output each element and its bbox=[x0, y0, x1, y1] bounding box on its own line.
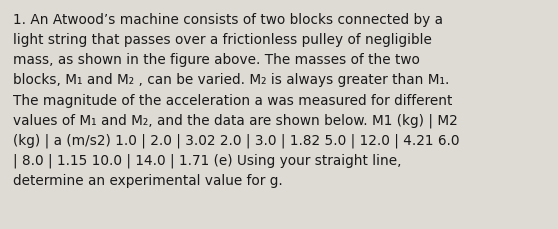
Text: The magnitude of the acceleration a was measured for different: The magnitude of the acceleration a was … bbox=[13, 93, 453, 107]
Text: light string that passes over a frictionless pulley of negligible: light string that passes over a friction… bbox=[13, 33, 432, 47]
Text: (kg) | a (m/s2) 1.0 | 2.0 | 3.02 2.0 | 3.0 | 1.82 5.0 | 12.0 | 4.21 6.0: (kg) | a (m/s2) 1.0 | 2.0 | 3.02 2.0 | 3… bbox=[13, 133, 459, 148]
Text: blocks, M₁ and M₂ , can be varied. M₂ is always greater than M₁.: blocks, M₁ and M₂ , can be varied. M₂ is… bbox=[13, 73, 449, 87]
Text: values of M₁ and M₂, and the data are shown below. M1 (kg) | M2: values of M₁ and M₂, and the data are sh… bbox=[13, 113, 458, 128]
Text: mass, as shown in the figure above. The masses of the two: mass, as shown in the figure above. The … bbox=[13, 53, 420, 67]
Text: 1. An Atwood’s machine consists of two blocks connected by a: 1. An Atwood’s machine consists of two b… bbox=[13, 13, 443, 27]
Text: determine an experimental value for g.: determine an experimental value for g. bbox=[13, 173, 283, 187]
Text: | 8.0 | 1.15 10.0 | 14.0 | 1.71 (e) Using your straight line,: | 8.0 | 1.15 10.0 | 14.0 | 1.71 (e) Usin… bbox=[13, 153, 402, 168]
